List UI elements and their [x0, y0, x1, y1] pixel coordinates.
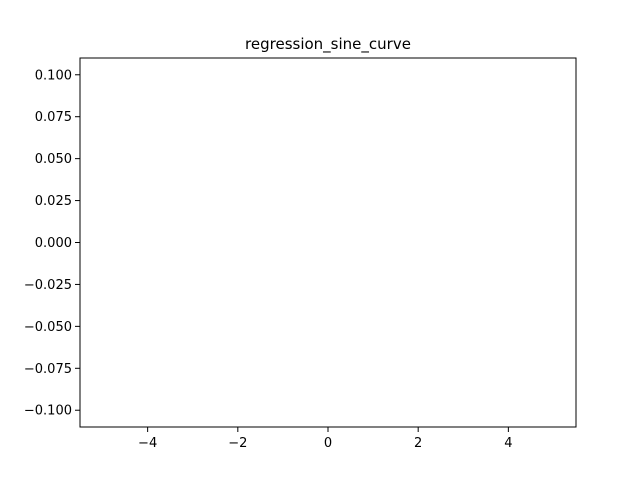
chart-title: regression_sine_curve	[245, 35, 411, 54]
x-tick-label: 2	[414, 436, 422, 451]
y-tick-label: −0.100	[24, 404, 72, 419]
y-tick-label: 0.100	[35, 68, 72, 83]
y-tick-label: 0.075	[35, 110, 72, 125]
x-axis: −4 −2 0 2 4	[138, 427, 513, 451]
y-axis: 0.100 0.075 0.050 0.025 0.000 −0.025 −0.050 −0.…	[24, 68, 80, 419]
y-tick-label: 0.000	[35, 236, 72, 251]
y-tick-label: 0.050	[35, 152, 72, 167]
y-tick-label: −0.050	[24, 320, 72, 335]
y-tick-label: 0.025	[35, 194, 72, 209]
y-tick-label: −0.075	[24, 362, 72, 377]
x-tick-label: 4	[504, 436, 512, 451]
axes-frame	[79, 57, 577, 428]
x-tick-label: −2	[228, 436, 247, 451]
x-tick-label: 0	[324, 436, 332, 451]
x-tick-label: −4	[138, 436, 157, 451]
y-tick-label: −0.025	[24, 278, 72, 293]
